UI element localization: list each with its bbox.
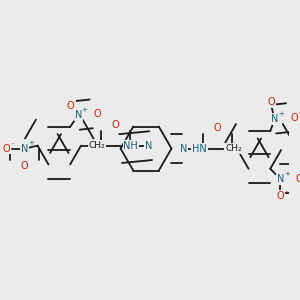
Text: O: O bbox=[290, 112, 298, 123]
Text: O: O bbox=[3, 144, 10, 154]
Text: O: O bbox=[21, 161, 28, 171]
Text: N: N bbox=[21, 144, 28, 154]
Text: O: O bbox=[94, 109, 101, 119]
Text: CH₂: CH₂ bbox=[225, 144, 242, 153]
Text: O: O bbox=[295, 174, 300, 184]
Text: -: - bbox=[299, 110, 300, 116]
Text: NH: NH bbox=[123, 141, 138, 151]
Text: N: N bbox=[180, 144, 187, 154]
Text: CH₂: CH₂ bbox=[88, 141, 105, 150]
Text: O: O bbox=[268, 97, 275, 107]
Text: +: + bbox=[278, 111, 284, 117]
Text: N: N bbox=[271, 114, 278, 124]
Text: N: N bbox=[74, 110, 82, 120]
Text: +: + bbox=[82, 107, 88, 113]
Text: N: N bbox=[145, 141, 152, 151]
Text: HN: HN bbox=[192, 144, 207, 154]
Text: +: + bbox=[284, 171, 290, 177]
Text: N: N bbox=[277, 174, 284, 184]
Text: O: O bbox=[214, 123, 221, 133]
Text: O: O bbox=[66, 101, 74, 111]
Text: -: - bbox=[286, 188, 288, 194]
Text: O: O bbox=[277, 191, 284, 201]
Text: +: + bbox=[28, 140, 34, 146]
Text: -: - bbox=[12, 140, 14, 146]
Text: -: - bbox=[75, 98, 78, 104]
Text: O: O bbox=[112, 120, 119, 130]
